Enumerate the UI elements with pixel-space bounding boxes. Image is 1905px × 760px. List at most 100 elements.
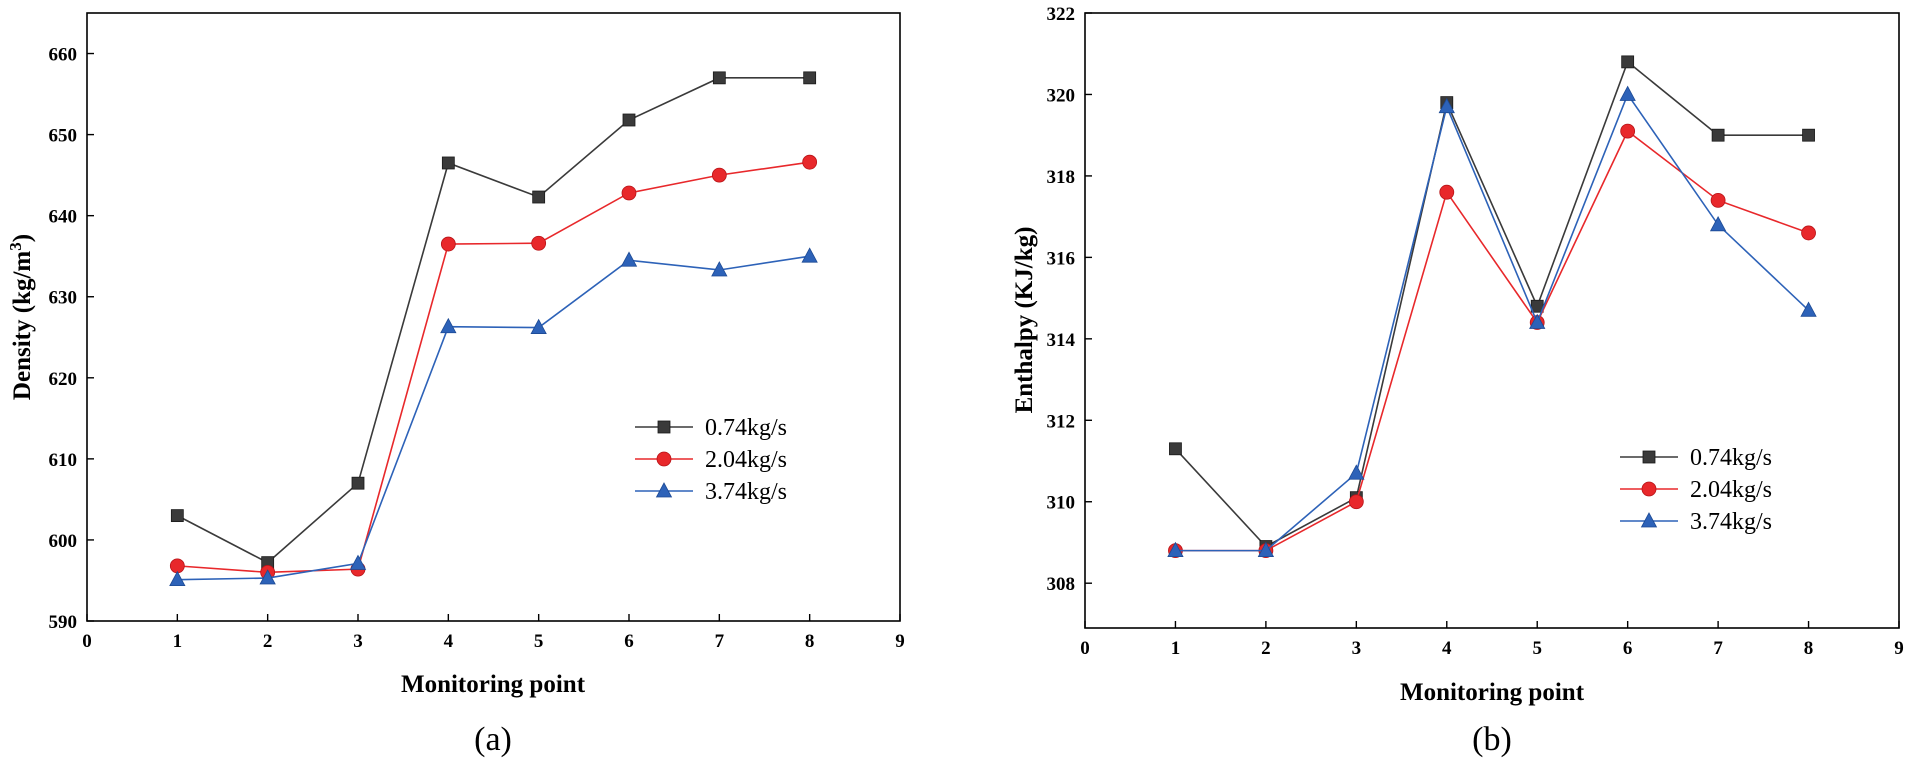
legend-marker (1642, 450, 1656, 464)
legend-a: 0.74kg/s 2.04kg/s 3.74kg/s (635, 415, 787, 505)
legend-marker (1640, 512, 1658, 528)
data-point (711, 167, 727, 183)
x-tick-label: 9 (895, 631, 905, 652)
x-tick-label: 5 (534, 631, 544, 652)
x-tick-label: 8 (805, 631, 815, 652)
x-tick-label: 3 (353, 631, 363, 652)
x-tick-label: 2 (263, 631, 273, 652)
series-b (1167, 55, 1817, 559)
data-point (620, 251, 638, 267)
x-tick-label: 1 (173, 631, 183, 652)
y-tick-label: 620 (49, 369, 78, 390)
data-point (1348, 494, 1364, 510)
data-point (1710, 192, 1726, 208)
x-tick-label: 0 (82, 631, 92, 652)
plot-frame-a (86, 12, 901, 622)
x-tick-label: 6 (624, 631, 634, 652)
x-axis-label-a: Monitoring point (401, 671, 586, 698)
y-tick-label: 660 (49, 45, 78, 66)
data-point (1800, 301, 1817, 317)
data-point (801, 247, 818, 263)
data-point (711, 261, 728, 277)
data-point (1169, 442, 1182, 456)
data-point (802, 154, 818, 170)
data-point (170, 509, 184, 523)
data-point (1711, 128, 1725, 142)
y-tick-label: 320 (1047, 85, 1076, 106)
x-tick-label: 1 (1171, 638, 1181, 659)
y-tick-label: 308 (1047, 574, 1076, 595)
y-tick-label: 590 (49, 612, 78, 633)
y-axis-label-a: Density (kg/m3) (6, 234, 36, 400)
x-tick-label: 8 (1804, 638, 1814, 659)
series-line-2 (1175, 129, 1809, 552)
data-point (1801, 225, 1816, 241)
y-axis-label-b: Enthalpy (KJ/kg) (1011, 227, 1038, 414)
legend-label: 3.74kg/s (1690, 509, 1772, 535)
x-tick-label: 3 (1352, 638, 1362, 659)
data-point (1619, 85, 1636, 101)
legend-marker (656, 451, 672, 467)
legend-label: 0.74kg/s (705, 415, 787, 441)
y-tick-label: 650 (49, 126, 78, 147)
x-tick-label: 7 (715, 631, 725, 652)
y-tick-label: 316 (1047, 248, 1076, 269)
data-point (1621, 55, 1635, 69)
series-a (169, 71, 818, 587)
legend-label: 0.74kg/s (1690, 445, 1772, 471)
x-tick-label: 7 (1713, 638, 1723, 659)
y-tick-label: 310 (1047, 493, 1076, 514)
series-line-3 (177, 255, 810, 581)
data-point (1802, 128, 1815, 142)
x-tick-label: 9 (1894, 638, 1904, 659)
x-tick-label: 4 (444, 631, 454, 652)
data-point (440, 317, 457, 334)
x-tick-label: 5 (1532, 638, 1542, 659)
y-tick-label: 322 (1047, 4, 1076, 25)
plot-frame-b (1084, 12, 1900, 629)
data-point (622, 113, 636, 127)
panel-b: 0 1 2 3 4 5 6 7 8 9 308 310 312 314 316 318 320 322 Monit… (1011, 4, 1904, 758)
data-point (1620, 123, 1636, 139)
data-point (1529, 313, 1546, 329)
legend-marker (1641, 481, 1657, 497)
data-point (1257, 541, 1275, 558)
data-point (532, 190, 546, 204)
data-point (1439, 184, 1455, 200)
data-point (1438, 97, 1455, 114)
panel-label-b: (b) (1472, 721, 1512, 758)
data-point (1709, 215, 1727, 232)
data-point (169, 558, 185, 574)
x-axis-label-b: Monitoring point (1400, 679, 1585, 706)
data-point (169, 570, 186, 587)
x-tick-label: 4 (1442, 638, 1452, 659)
data-point (621, 185, 637, 201)
y-tick-label: 318 (1047, 167, 1076, 188)
data-point (441, 156, 455, 170)
series-line-2 (177, 161, 810, 574)
ticks-a: 0 1 2 3 4 5 6 7 8 9 590 600 610 620 630 640 650 660 (49, 45, 905, 652)
y-tick-label: 314 (1047, 330, 1076, 351)
ticks-b: 0 1 2 3 4 5 6 7 8 9 308 310 312 314 316 318 320 322 (1047, 4, 1904, 659)
y-tick-label: 312 (1047, 411, 1076, 432)
legend-b: 0.74kg/s 2.04kg/s 3.74kg/s (1620, 445, 1772, 535)
data-point (351, 476, 365, 490)
data-point (531, 235, 547, 251)
y-tick-label: 600 (49, 531, 78, 552)
data-point (1348, 464, 1365, 480)
y-tick-label: 630 (49, 288, 78, 309)
x-tick-label: 2 (1261, 638, 1271, 659)
panel-a: 0 1 2 3 4 5 6 7 8 9 590 600 610 620 630 640 650 660 Monit… (6, 12, 905, 758)
legend-label: 2.04kg/s (705, 447, 787, 473)
data-point (1167, 541, 1184, 558)
x-tick-label: 0 (1080, 638, 1090, 659)
data-point (712, 71, 726, 85)
y-tick-label: 640 (49, 207, 78, 228)
x-tick-label: 6 (1623, 638, 1633, 659)
data-point (440, 236, 456, 252)
legend-label: 3.74kg/s (705, 479, 787, 505)
legend-marker (657, 420, 671, 434)
panel-label-a: (a) (474, 721, 512, 758)
series-line-3 (1175, 92, 1810, 552)
